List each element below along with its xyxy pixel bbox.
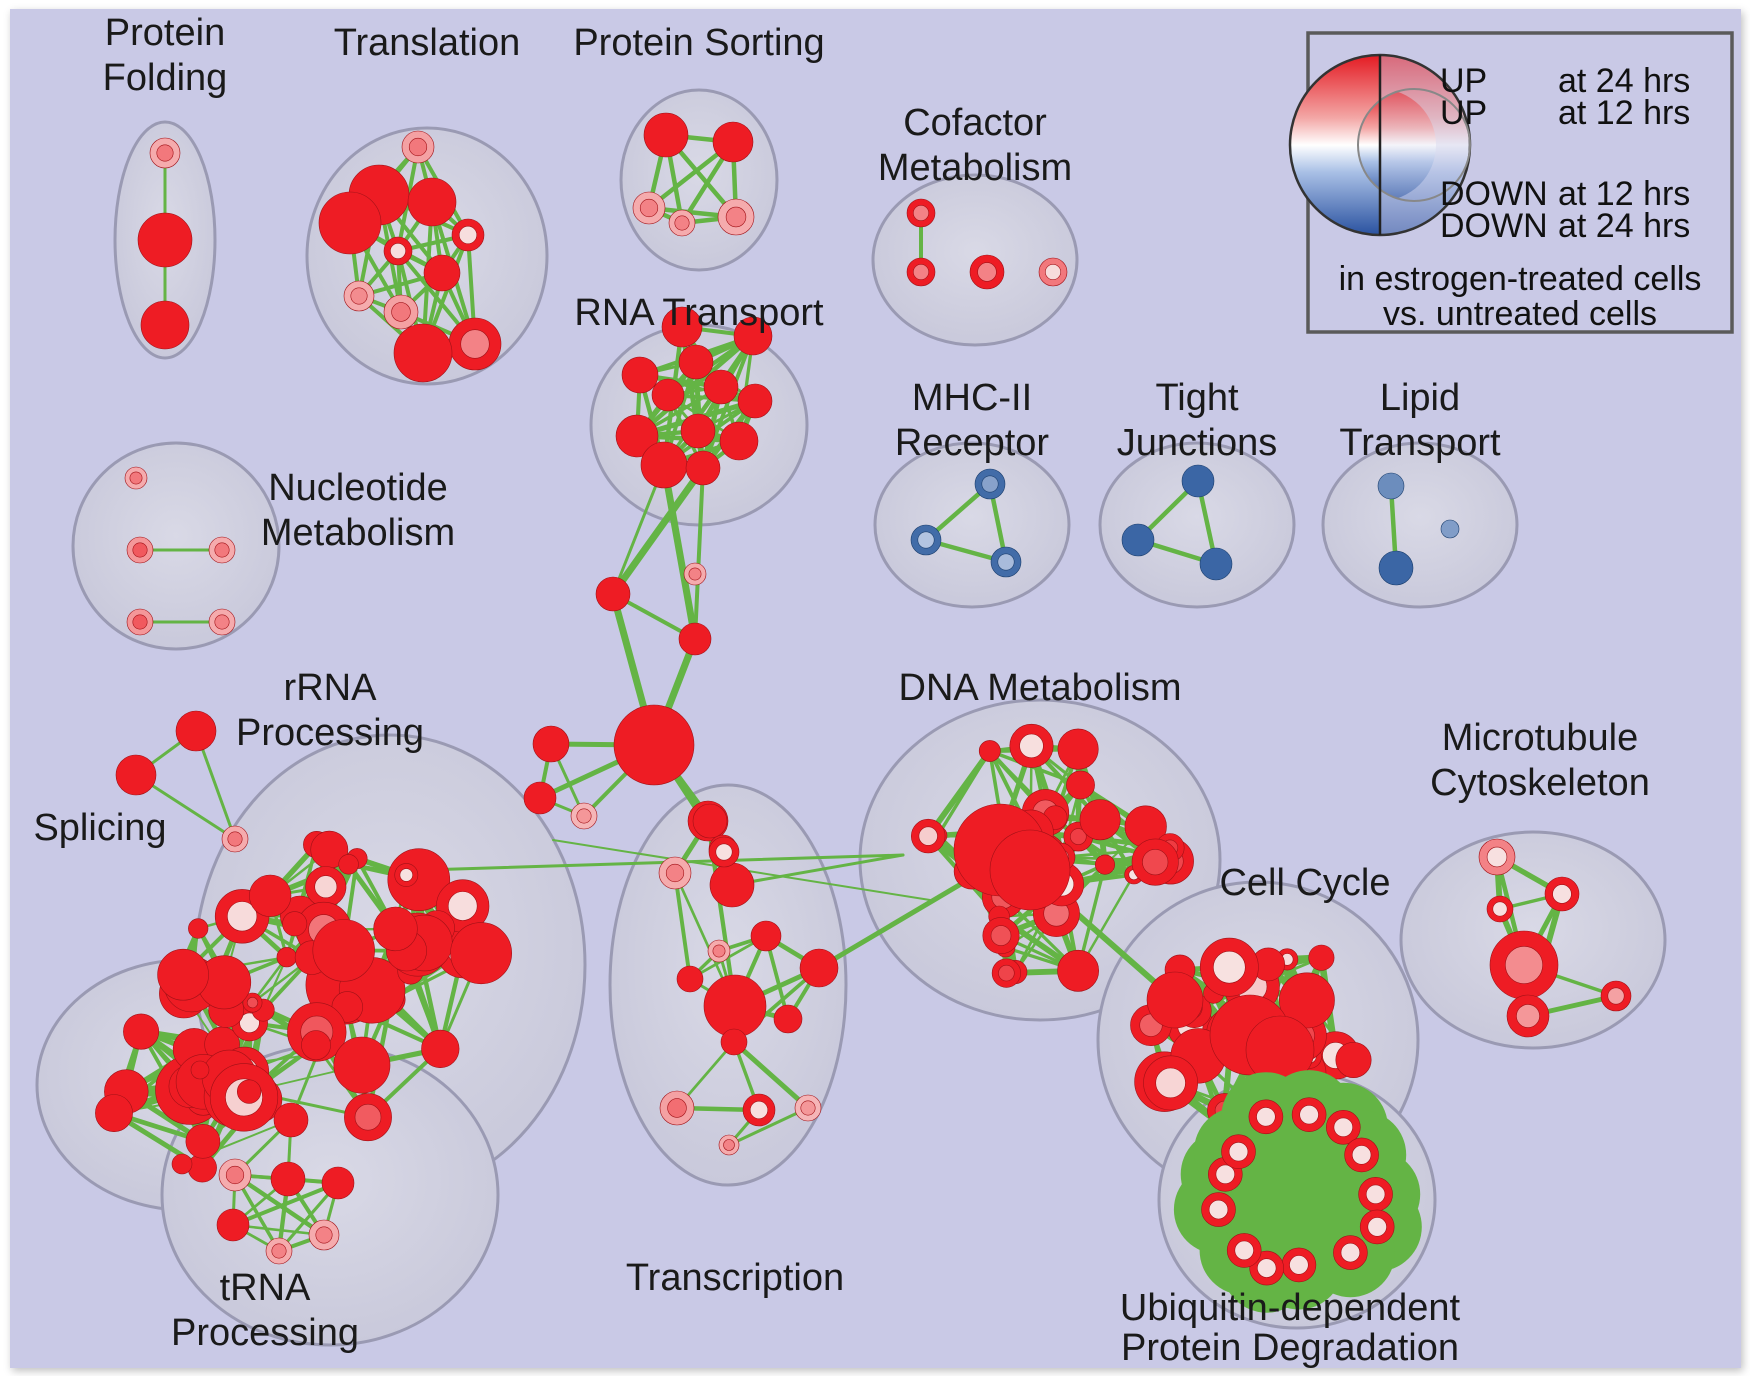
svg-text:Protein: Protein [105,12,225,54]
svg-text:Splicing: Splicing [33,807,166,849]
svg-text:at 24 hrs: at 24 hrs [1558,207,1690,245]
svg-text:RNA Transport: RNA Transport [574,292,824,334]
svg-text:Transport: Transport [1339,422,1501,464]
svg-text:rRNA: rRNA [284,667,378,709]
svg-text:Processing: Processing [171,1312,359,1354]
svg-text:Cytoskeleton: Cytoskeleton [1430,762,1650,804]
svg-text:Translation: Translation [334,22,521,64]
svg-text:Junctions: Junctions [1117,422,1278,464]
svg-text:at 12 hrs: at 12 hrs [1558,94,1690,132]
svg-text:Microtubule: Microtubule [1442,717,1638,759]
svg-text:Processing: Processing [236,712,424,754]
svg-text:Tight: Tight [1155,377,1239,419]
svg-text:Lipid: Lipid [1380,377,1460,419]
svg-text:Protein Sorting: Protein Sorting [573,22,824,64]
svg-text:Nucleotide: Nucleotide [268,467,448,509]
svg-text:in estrogen-treated cells: in estrogen-treated cells [1339,260,1702,298]
svg-text:Folding: Folding [103,57,228,99]
svg-text:Metabolism: Metabolism [261,512,455,554]
svg-text:UP: UP [1440,94,1487,132]
svg-text:Metabolism: Metabolism [878,147,1072,189]
svg-text:Receptor: Receptor [895,422,1050,464]
svg-text:Cell Cycle: Cell Cycle [1219,862,1390,904]
svg-text:Protein Degradation: Protein Degradation [1121,1327,1459,1368]
svg-text:DOWN: DOWN [1440,207,1548,245]
svg-text:MHC-II: MHC-II [912,377,1032,419]
svg-text:tRNA: tRNA [220,1267,311,1309]
svg-text:vs. untreated cells: vs. untreated cells [1383,295,1657,333]
svg-text:Transcription: Transcription [626,1257,844,1299]
svg-text:DNA Metabolism: DNA Metabolism [899,667,1182,709]
svg-text:Cofactor: Cofactor [903,102,1047,144]
svg-text:Ubiquitin-dependent: Ubiquitin-dependent [1120,1287,1461,1329]
